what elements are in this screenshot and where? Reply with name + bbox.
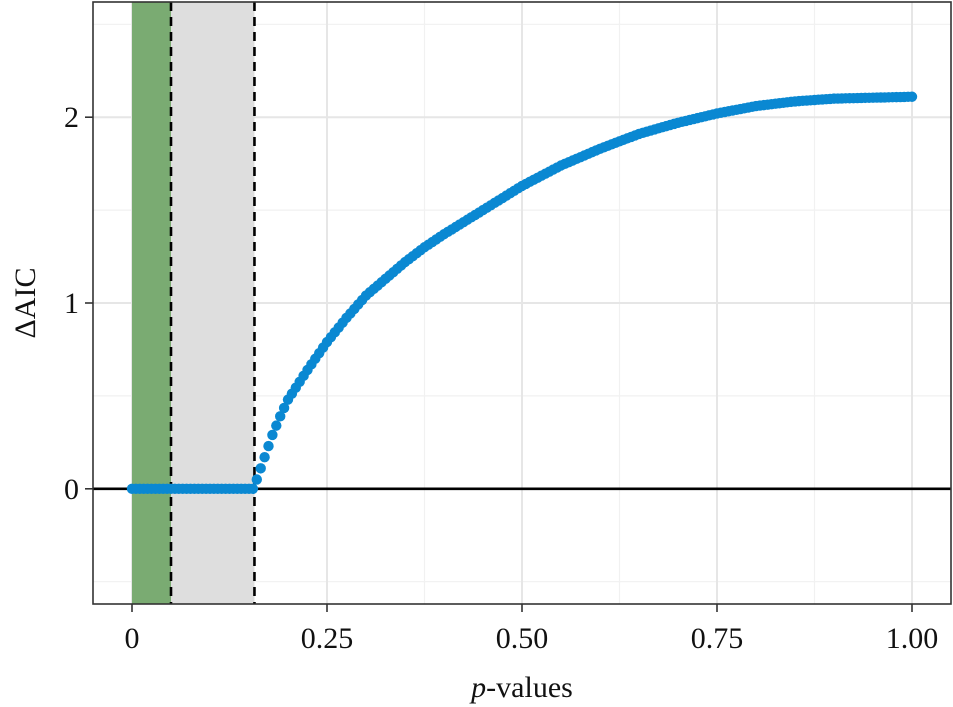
significance-region [132, 2, 171, 604]
data-point [267, 429, 278, 441]
shaded-regions [132, 2, 255, 604]
data-point [255, 463, 266, 474]
y-tick-label: 1 [64, 287, 79, 320]
data-point [278, 402, 290, 414]
data-points [126, 91, 918, 495]
y-tick-label: 2 [64, 101, 79, 134]
x-axis-title: p-values [469, 671, 573, 704]
aic-preferred-region [171, 2, 255, 604]
y-tick-labels: 0 1 2 [64, 101, 79, 506]
y-axis-title: ΔAIC [9, 268, 42, 339]
data-point [259, 452, 270, 463]
x-tick-label: 0 [125, 622, 140, 655]
x-tick-label: 0.75 [691, 622, 744, 655]
threshold-lines [169, 2, 256, 604]
x-axis-title-italic: p [469, 671, 486, 704]
x-tick-label: 1.00 [886, 622, 939, 655]
x-tick-label: 0.50 [496, 622, 549, 655]
data-point [263, 440, 274, 452]
x-tick-labels: 0 0.25 0.50 0.75 1.00 [125, 622, 939, 655]
data-point [275, 411, 286, 422]
axis-ticks [85, 116, 913, 612]
data-point [251, 474, 262, 485]
data-point [247, 483, 259, 495]
x-tick-label: 0.25 [301, 622, 354, 655]
data-point [906, 91, 918, 102]
data-point [271, 420, 282, 431]
y-tick-label: 0 [64, 473, 79, 506]
x-axis-title-rest: -values [486, 671, 573, 704]
